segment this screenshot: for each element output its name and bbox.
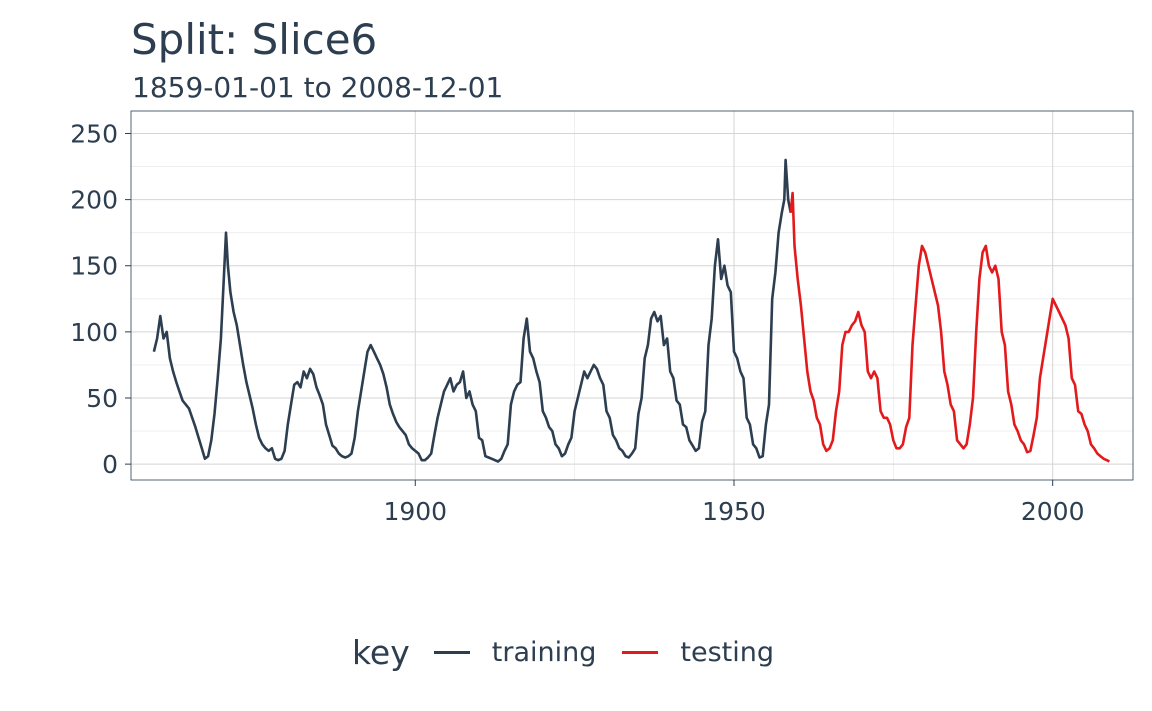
y-axis-ticks: 0 50 100 150 200 250	[70, 119, 131, 479]
panel-border	[130, 110, 1134, 481]
series-line-testing	[789, 191, 1110, 463]
x-tick-label: 2000	[1021, 497, 1085, 526]
y-tick-label: 0	[102, 450, 118, 479]
legend-item-training: training	[433, 636, 597, 668]
grid-lines	[131, 111, 1133, 480]
y-tick-label: 250	[70, 119, 118, 148]
legend-label-testing: testing	[680, 636, 774, 668]
chart-subtitle: 1859-01-01 to 2008-12-01	[132, 71, 504, 104]
series-lines	[152, 158, 1110, 463]
legend-swatch-training	[433, 650, 470, 654]
x-axis-ticks: 1900 1950 2000	[383, 480, 1084, 526]
legend-title: key	[352, 632, 410, 672]
chart-title: Split: Slice6	[131, 15, 378, 64]
y-tick-label: 100	[70, 318, 118, 347]
legend-swatch-testing	[622, 650, 659, 654]
x-tick-label: 1900	[383, 497, 447, 526]
series-line-training	[152, 158, 792, 463]
y-tick-label: 50	[86, 384, 118, 413]
legend: key training testing	[0, 628, 1152, 676]
y-tick-label: 200	[70, 186, 118, 215]
x-tick-label: 1950	[702, 497, 766, 526]
legend-item-testing: testing	[622, 637, 774, 668]
y-tick-label: 150	[70, 252, 118, 281]
legend-label-training: training	[491, 636, 597, 668]
